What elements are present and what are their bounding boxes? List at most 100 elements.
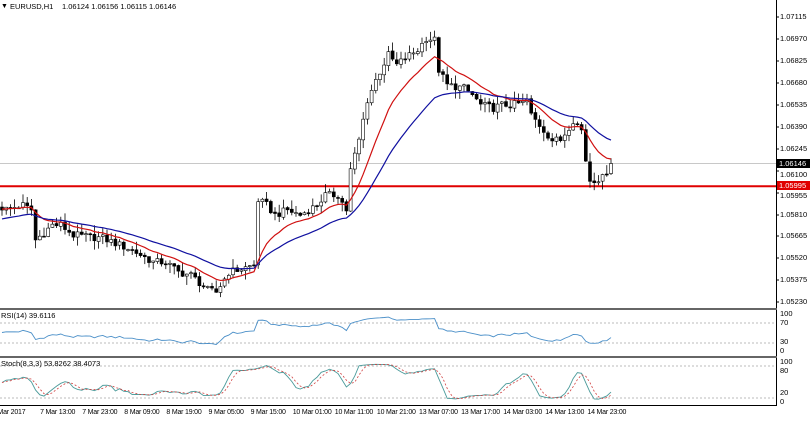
bear-candle [71,231,76,238]
bear-candle [533,112,538,120]
bear-candle [344,201,349,212]
bear-candle [33,209,38,241]
bear-candle [252,264,256,267]
bear-candle [592,180,597,183]
bull-candle [310,205,315,214]
bull-candle [386,51,391,66]
bull-candle [428,39,433,42]
bull-candle [399,58,403,65]
bull-candle [84,233,88,235]
bear-candle [197,276,202,287]
bear-candle [478,99,483,105]
bear-candle [130,249,134,251]
bull-candle [206,286,210,288]
bear-candle [147,256,151,263]
time-tick-label: 14 Mar 13:00 [545,409,585,416]
bull-candle [151,260,155,263]
bear-candle [466,84,471,92]
ohlc-values: 1.06124 1.06156 1.06115 1.06146 [62,2,177,11]
bull-candle [21,202,25,208]
panel-divider [0,356,777,358]
time-tick-label: 14 Mar 23:00 [587,409,627,416]
bear-candle [88,233,92,236]
bear-candle [298,212,303,216]
rsi-tick-label: 70 [780,318,789,327]
time-tick-label: 8 Mar 19:00 [166,409,202,416]
bear-candle [583,129,588,162]
bull-candle [218,286,223,293]
bear-candle [176,265,181,272]
price-tick-label: 1.05375 [780,275,808,284]
bear-candle [180,270,185,277]
time-tick-label: 13 Mar 17:00 [461,409,500,416]
bear-candle [441,71,445,75]
bull-candle [281,207,286,218]
price-tick-label: 1.06825 [780,56,808,65]
bull-candle [407,52,412,60]
bear-candle [588,161,592,182]
bear-candle [537,119,542,127]
bull-candle [189,272,193,275]
rsi-tick-label: 30 [780,337,789,346]
bear-candle [122,241,126,250]
time-tick-label: 9 Mar 05:00 [208,409,244,416]
bear-candle [138,252,143,256]
bull-candle [420,43,424,53]
panel-divider [0,308,777,310]
stoch-tick-label: 100 [780,357,793,366]
rsi-tick-label: 100 [780,309,793,318]
bull-candle [302,212,307,215]
current-price-tag: 1.06146 [777,159,810,168]
bear-candle [390,50,395,60]
rsi-label: RSI(14) 39.6116 [1,311,56,320]
bear-candle [210,286,214,289]
bear-candle [159,258,164,265]
bear-candle [575,123,580,126]
bull-candle [415,51,420,54]
bear-candle [453,83,458,91]
bear-candle [340,198,345,203]
level-price-tag: 1.05995 [777,181,810,190]
bull-candle [294,212,298,214]
bull-candle [75,231,80,238]
bull-candle [357,138,361,155]
time-tick-label: 8 Mar 09:00 [124,409,160,416]
bull-candle [596,181,601,184]
time-tick-label: 13 Mar 07:00 [419,409,458,416]
bear-candle [491,102,496,112]
bull-candle [58,222,63,227]
bear-candle [42,235,46,238]
bear-candle [113,238,118,247]
bull-candle [378,73,382,80]
bear-candle [604,173,609,176]
time-tick-label: 14 Mar 03:00 [503,409,543,416]
bear-candle [336,197,340,199]
bear-candle [67,229,71,233]
bull-candle [126,249,130,251]
bull-candle [562,134,567,141]
bear-candle [529,98,534,114]
bull-candle [352,152,357,170]
bear-candle [285,207,290,211]
bull-candle [117,241,122,246]
bull-candle [520,100,525,103]
bear-candle [403,58,408,61]
bull-candle [499,101,504,104]
bull-candle [361,118,366,141]
bear-candle [277,212,282,217]
bull-candle [483,102,487,105]
bear-candle [394,59,399,65]
bull-candle [600,174,605,182]
chart-menu-icon[interactable]: ▼ [1,3,8,10]
stoch-label: Stoch(8,3,3) 53.8262 38.4073 [1,359,101,368]
bull-candle [50,223,55,228]
bear-candle [508,106,513,109]
bear-candle [273,211,277,214]
bear-candle [541,126,546,133]
bull-candle [432,36,437,41]
bear-candle [331,191,336,198]
time-tick-label: 10 Mar 21:00 [376,409,416,416]
bear-candle [54,223,59,227]
price-tick-label: 1.06245 [780,144,808,153]
